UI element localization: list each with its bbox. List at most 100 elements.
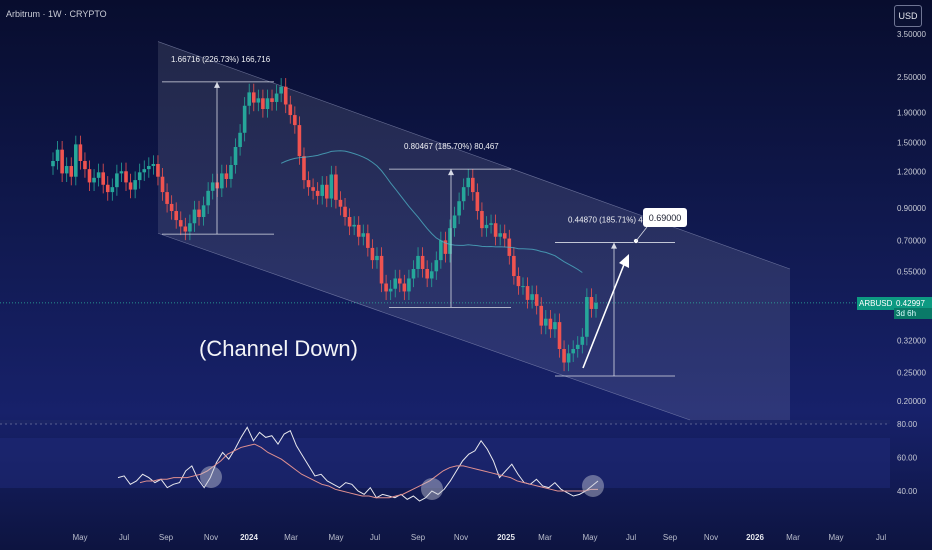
candle-body	[416, 255, 420, 269]
candle-body	[302, 156, 306, 181]
candle-body	[366, 233, 370, 248]
time-tick-label: 2024	[240, 533, 258, 542]
candle-body	[589, 297, 594, 309]
measure-arrow-head	[214, 81, 220, 88]
candle-body	[329, 174, 334, 199]
candle-body	[210, 182, 215, 191]
candle-body	[147, 166, 151, 170]
candle-body	[343, 206, 347, 217]
candle-body	[498, 233, 502, 237]
time-tick-label: Jul	[119, 533, 129, 542]
candle-body	[411, 268, 416, 279]
candle-body	[370, 247, 375, 261]
candle-body	[169, 203, 174, 212]
candle-body	[229, 164, 233, 179]
candle-body	[293, 115, 297, 126]
time-tick-label: May	[582, 533, 597, 542]
candle-body	[466, 177, 471, 188]
candle-body	[434, 260, 439, 272]
candle-body	[192, 209, 197, 224]
price-tick-label: 0.70000	[897, 236, 926, 245]
candle-body	[110, 187, 115, 193]
candle-body	[525, 286, 530, 300]
candle-body	[96, 172, 101, 178]
time-tick-label: Sep	[411, 533, 426, 542]
candle-body	[115, 173, 119, 188]
time-tick-label: Nov	[204, 533, 218, 542]
candle-body	[425, 268, 429, 279]
time-tick-label: May	[828, 533, 843, 542]
time-tick-label: Mar	[538, 533, 552, 542]
measure-3: 0.44870 (185.71%) 4	[555, 216, 675, 377]
candle-body	[388, 288, 393, 292]
time-tick-label: Mar	[786, 533, 800, 542]
candle-body	[92, 177, 96, 183]
time-tick-label: Nov	[704, 533, 718, 542]
candle-body	[347, 216, 352, 227]
candle-body	[178, 220, 183, 227]
candle-body	[361, 233, 366, 237]
rsi-highlight-circle	[200, 466, 222, 488]
candle-body	[142, 169, 147, 173]
symbol-info[interactable]: Arbitrum · 1W · CRYPTO	[6, 9, 107, 19]
candle-body	[580, 336, 585, 345]
candle-body	[402, 283, 407, 292]
candle-body	[55, 149, 60, 161]
time-tick-label: May	[72, 533, 87, 542]
candle-body	[452, 215, 457, 229]
candle-body	[224, 173, 229, 179]
candle-body	[512, 255, 516, 277]
candle-body	[393, 278, 398, 289]
measure-2: 0.80467 (185.70%) 80,467	[389, 142, 511, 308]
candle-body	[480, 211, 484, 229]
candle-body	[544, 318, 548, 326]
moving-average-line	[280, 150, 583, 273]
candle-body	[64, 166, 69, 174]
target-callout-line	[635, 226, 648, 242]
time-tick-label: Jul	[626, 533, 636, 542]
rsi-band	[0, 438, 890, 488]
candle-body	[457, 201, 461, 216]
candle-body	[502, 233, 507, 239]
candle-body	[188, 223, 192, 232]
candle-body	[356, 224, 361, 237]
candle-body	[87, 169, 92, 183]
candle-body	[137, 172, 142, 181]
currency-button[interactable]: USD	[894, 5, 922, 27]
candle-body	[78, 144, 83, 161]
candle-body	[571, 349, 575, 354]
rsi-highlight-circle	[421, 478, 443, 500]
target-callout-label: 0.69000	[649, 213, 682, 223]
candle-body	[521, 286, 525, 288]
candle-body	[443, 240, 448, 254]
time-tick-label: 2025	[497, 533, 515, 542]
candle-body	[516, 276, 521, 287]
candles	[51, 78, 598, 372]
candle-body	[274, 93, 279, 102]
candle-body	[566, 353, 571, 363]
projection-arrow-line	[582, 261, 626, 369]
price-tick-label: 0.32000	[897, 337, 926, 346]
price-tag-symbol: ARBUSD	[857, 297, 895, 310]
candle-body	[397, 278, 402, 284]
measure-label: 1.66716 (226.73%) 166,716	[171, 55, 271, 64]
time-tick-label: Sep	[663, 533, 678, 542]
candle-body	[297, 125, 302, 157]
candle-body	[585, 297, 589, 337]
candle-body	[256, 98, 261, 103]
candle-body	[530, 294, 534, 300]
candle-body	[261, 98, 265, 110]
rsi-tick-label: 80.00	[897, 420, 918, 429]
candle-body	[461, 187, 466, 202]
candle-body	[539, 305, 544, 326]
candle-body	[124, 171, 128, 183]
price-tick-label: 3.50000	[897, 30, 926, 39]
candle-body	[315, 190, 320, 196]
candle-body	[324, 184, 329, 199]
price-tag-countdown: 3d 6h	[894, 308, 932, 319]
candle-body	[311, 187, 315, 191]
candle-body	[128, 182, 133, 190]
rsi-tick-label: 40.00	[897, 487, 918, 496]
